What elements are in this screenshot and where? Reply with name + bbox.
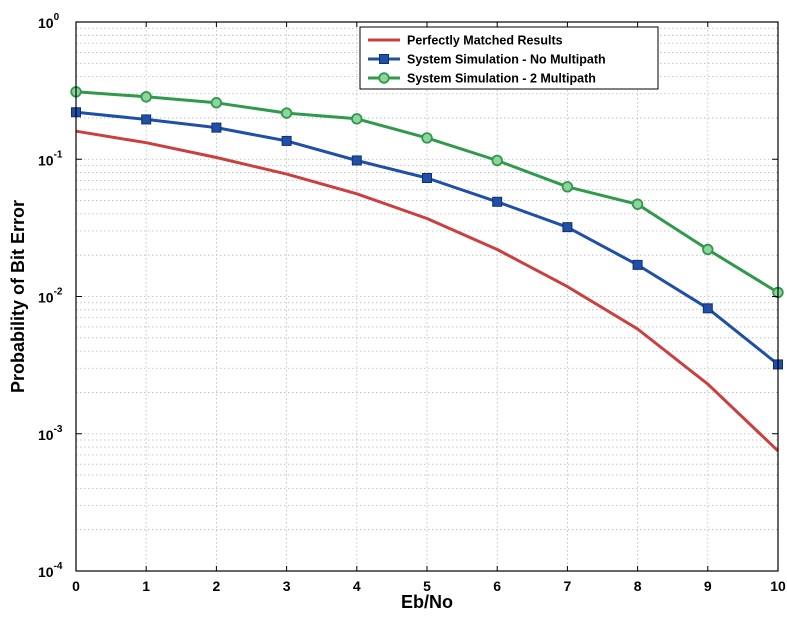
legend-swatch-marker — [378, 72, 390, 84]
y-axis-label: Probability of Bit Error — [8, 200, 28, 393]
data-point — [492, 196, 503, 207]
data-point — [702, 303, 713, 314]
x-axis-label: Eb/No — [401, 592, 453, 612]
x-tick-label: 0 — [72, 578, 80, 594]
legend-swatch-marker — [379, 54, 389, 64]
y-axis-ticks: 100 10-1 10-2 10-3 10-4 — [38, 12, 778, 580]
x-tick-label: 10 — [770, 578, 786, 594]
series-2 — [71, 107, 783, 370]
data-point — [211, 122, 222, 133]
data-point — [561, 181, 574, 193]
x-tick-label: 9 — [704, 578, 712, 594]
data-point — [351, 113, 363, 125]
legend: Perfectly Matched Results System Simulati… — [359, 26, 659, 90]
x-tick-label: 3 — [283, 578, 291, 594]
data-point — [422, 173, 432, 184]
legend-box — [359, 26, 659, 90]
data-point — [141, 114, 152, 125]
data-point — [702, 243, 714, 256]
data-point — [491, 154, 503, 167]
x-tick-label: 8 — [634, 578, 642, 594]
x-axis-ticks: 0 1 2 3 4 5 6 7 8 9 10 — [72, 22, 786, 594]
series-line — [75, 129, 780, 452]
y-tick-label: 10-2 — [38, 287, 63, 306]
data-point — [421, 132, 433, 144]
grid — [76, 22, 778, 571]
legend-item: Perfectly Matched Results — [368, 34, 563, 48]
y-tick-label: 10-3 — [38, 424, 63, 443]
data-point — [632, 259, 643, 270]
data-point — [351, 155, 362, 166]
series-1 — [75, 129, 780, 452]
x-tick-label: 1 — [142, 578, 150, 594]
data-point — [631, 198, 644, 210]
data-point — [210, 97, 223, 109]
legend-label: System Simulation - No Multipath — [407, 53, 606, 67]
y-tick-label: 10-1 — [38, 149, 63, 168]
data-point — [281, 135, 292, 146]
x-tick-label: 7 — [564, 578, 572, 594]
x-tick-label: 4 — [353, 578, 361, 594]
data-point — [280, 107, 293, 119]
legend-item: System Simulation - 2 Multipath — [368, 72, 596, 86]
y-tick-label: 100 — [38, 12, 60, 31]
data-point — [140, 91, 152, 103]
series-lines — [70, 86, 784, 452]
legend-label: Perfectly Matched Results — [407, 34, 563, 48]
x-tick-label: 6 — [493, 578, 501, 594]
x-tick-label: 5 — [423, 578, 431, 594]
legend-label: System Simulation - 2 Multipath — [407, 72, 596, 86]
legend-item: System Simulation - No Multipath — [368, 53, 606, 67]
x-tick-label: 2 — [213, 578, 221, 594]
data-point — [562, 222, 573, 233]
y-tick-label: 10-4 — [38, 561, 63, 580]
